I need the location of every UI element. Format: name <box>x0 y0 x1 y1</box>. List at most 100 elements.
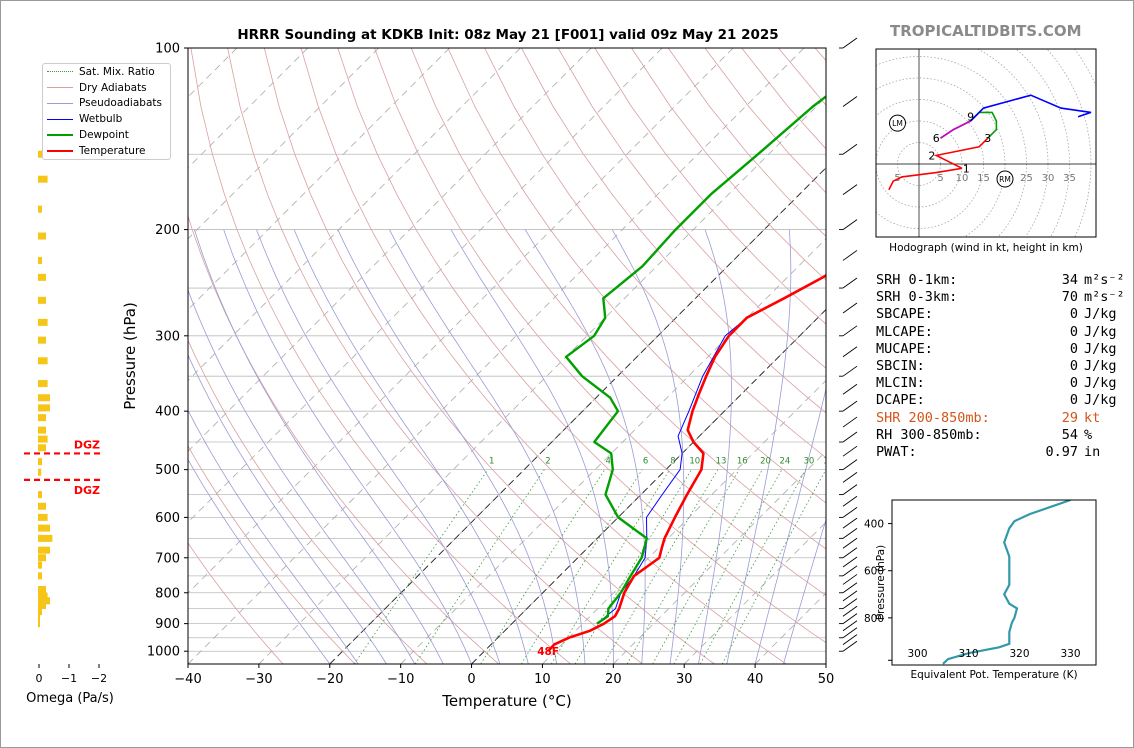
theta-e-y-tick-label: 600 <box>864 566 884 578</box>
storm-motion-marker <box>996 170 1014 188</box>
omega-bar <box>38 336 46 344</box>
minus20-isotherm <box>329 167 826 664</box>
y-tick-label: 300 <box>155 329 180 344</box>
mixing-ratio-line <box>353 469 489 664</box>
dry-adiabat <box>188 214 499 664</box>
omega-bar <box>38 296 46 304</box>
stat-key: MUCAPE: <box>876 340 933 357</box>
pseudoadiabat <box>524 229 646 664</box>
theta-e-plot-area <box>942 500 1071 665</box>
dry-adiabat <box>557 48 826 369</box>
hodograph-plot-area: 5101520253035512369LMRM <box>876 49 1096 237</box>
omega-bar <box>38 273 46 281</box>
omega-axis-label: Omega (Pa/s) <box>26 691 114 706</box>
legend-item: Wetbulb <box>43 111 170 127</box>
wind-barb <box>842 219 858 230</box>
hodograph-ring-label: 10 <box>956 173 969 184</box>
hodograph-height-label: 6 <box>933 132 940 145</box>
dry-adiabat <box>410 48 826 550</box>
wind-barb <box>842 431 858 443</box>
omega-bar <box>38 150 42 158</box>
wind-barb <box>842 565 858 577</box>
theta-e-x-axis-label: Equivalent Pot. Temperature (K) <box>910 669 1077 681</box>
wind-barb <box>842 445 858 457</box>
omega-bar <box>38 380 48 388</box>
omega-x-tick-label: −2 <box>91 672 107 685</box>
y-tick-label: 400 <box>155 405 180 420</box>
wind-barb <box>842 484 858 495</box>
stat-row: SBCAPE: 0 J/kg <box>876 306 1125 323</box>
hodograph-trace <box>940 120 971 139</box>
pseudoadiabat <box>450 229 614 664</box>
stat-row: MLCIN: 0 J/kg <box>876 375 1125 392</box>
omega-bar <box>38 597 50 605</box>
pseudoadiabat <box>337 229 557 664</box>
mixing-ratio-line <box>699 469 807 664</box>
omega-bar <box>38 513 48 521</box>
wind-barb <box>842 537 858 549</box>
stat-row: MLCAPE: 0 J/kg <box>876 324 1125 341</box>
dry-adiabat <box>263 48 715 664</box>
omega-bar <box>38 414 46 422</box>
mixing-ratio-label: 20 <box>760 456 771 466</box>
storm-motion-marker <box>889 114 906 132</box>
hodograph-ring-label: 5 <box>937 173 943 184</box>
stat-value: 54 <box>1061 426 1078 443</box>
skewt-panel: 1 2 4 6 8 10 13 16 20 24 30 3648F100200300400500600… <box>121 42 834 711</box>
stat-unit: J/kg <box>1084 392 1117 409</box>
wind-barb <box>842 613 858 624</box>
storm-motion-label: RM <box>999 175 1011 184</box>
omega-bar <box>38 205 42 213</box>
wind-barb <box>842 365 858 377</box>
mixing-ratio-label: 36 <box>823 456 834 466</box>
wind-barb <box>842 416 858 428</box>
stat-key: DCAPE: <box>876 392 925 409</box>
y-tick-label: 200 <box>155 223 180 238</box>
legend-item: Dewpoint <box>43 127 170 143</box>
x-tick-label: −30 <box>245 672 272 687</box>
mixing-ratio-line <box>550 469 671 664</box>
x-tick-label: 30 <box>676 672 693 687</box>
x-tick-label: −20 <box>316 672 343 687</box>
dry-adiabat <box>227 48 643 664</box>
legend-label: Dewpoint <box>79 129 129 142</box>
mixing-ratio-line <box>480 469 606 664</box>
wetbulb-profile <box>596 274 826 624</box>
omega-bar <box>38 561 42 569</box>
hodograph-trace <box>933 137 989 170</box>
isotherm-line <box>188 48 309 169</box>
wind-barb <box>842 634 858 645</box>
pseudoadiabat <box>188 288 416 664</box>
stat-value: 34 <box>1061 272 1078 288</box>
storm-motion-label: LM <box>892 119 903 128</box>
omega-panel: DGZ DGZ 0 −1 −2 Omega (Pa/s) <box>24 150 114 706</box>
mixing-ratio-label: 4 <box>606 456 611 466</box>
isotherm-line <box>188 48 592 452</box>
omega-bar <box>38 426 46 434</box>
dgz-label-top: DGZ <box>74 438 100 451</box>
omega-bar <box>38 357 48 365</box>
hodograph-frame <box>875 48 1097 238</box>
wind-barb <box>842 96 858 107</box>
mixing-ratio-line <box>721 469 826 664</box>
omega-bar <box>38 608 42 616</box>
omega-bar <box>38 404 50 412</box>
stat-unit: % <box>1084 426 1093 443</box>
hodograph-trace <box>888 167 963 191</box>
omega-bar <box>38 554 46 562</box>
wind-barb <box>842 184 858 195</box>
hodograph-ring-label: 25 <box>1020 173 1033 184</box>
legend-label: Wetbulb <box>79 113 123 126</box>
omega-bar <box>38 175 48 183</box>
wind-barb <box>842 527 858 539</box>
temperature-profile <box>547 273 826 653</box>
legend: Sat. Mix. Ratio Dry Adiabats Pseudoadiabat… <box>42 63 171 160</box>
theta-e-x-tick-label: 330 <box>1060 648 1080 660</box>
stat-row: SRH 0-3km: 70 m²s⁻² <box>876 289 1125 306</box>
wind-barb <box>842 582 858 594</box>
hodograph-height-label: 2 <box>928 149 935 162</box>
stat-key: SHR 200-850mb: <box>876 409 990 426</box>
stat-key: PWAT: <box>876 444 917 461</box>
legend-item: Sat. Mix. Ratio <box>43 64 170 80</box>
y-tick-label: 500 <box>155 463 180 478</box>
